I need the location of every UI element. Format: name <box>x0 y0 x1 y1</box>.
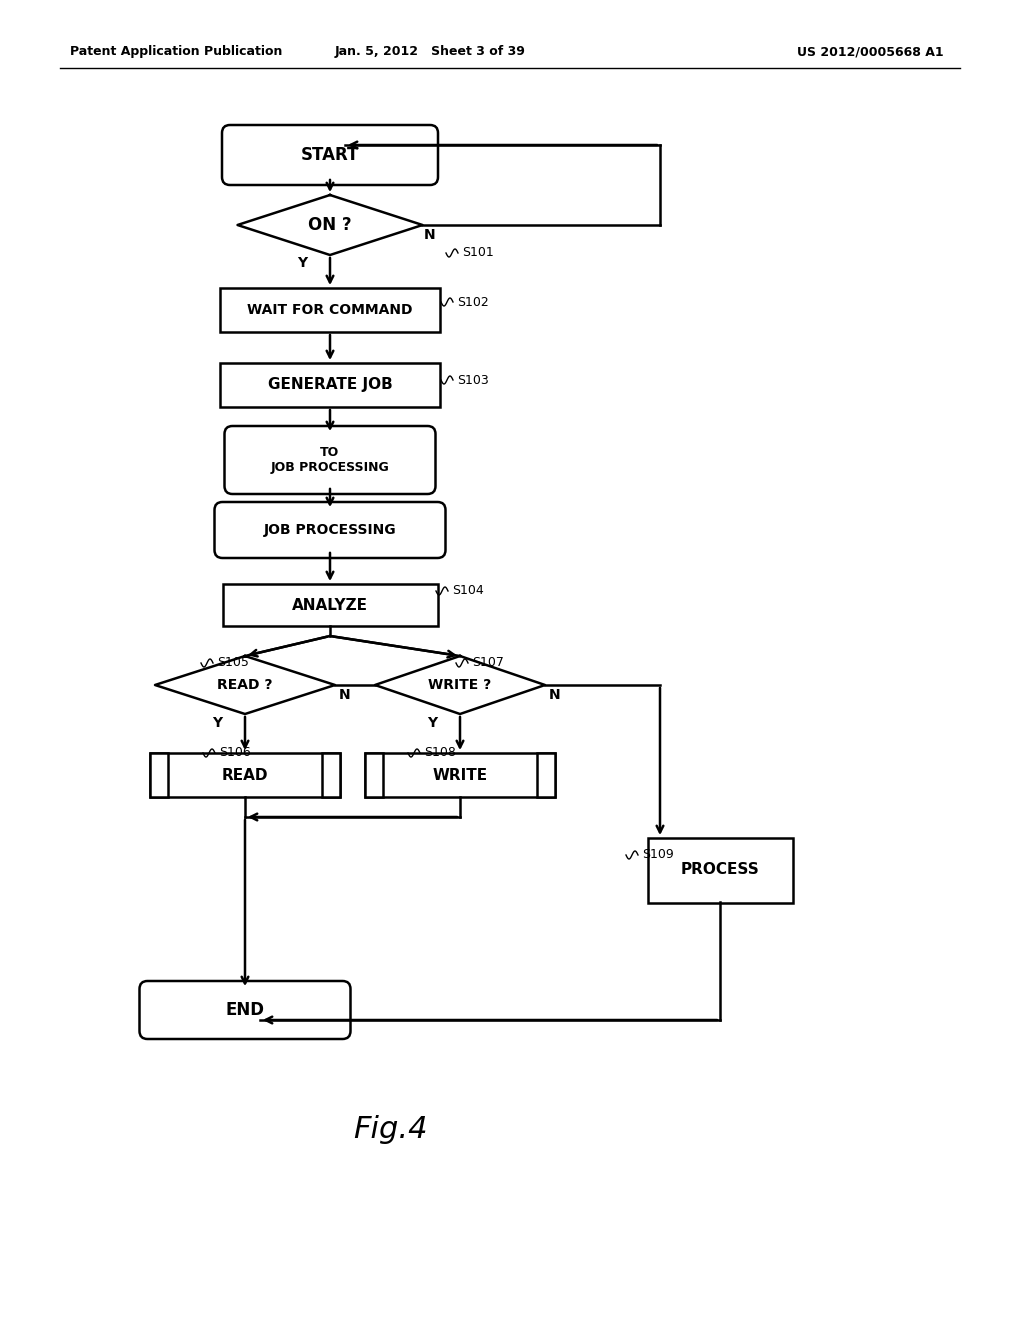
Text: Y: Y <box>297 256 307 271</box>
Bar <box>150 752 168 797</box>
Text: S109: S109 <box>642 849 674 862</box>
Text: WRITE ?: WRITE ? <box>428 678 492 692</box>
Text: TO
JOB PROCESSING: TO JOB PROCESSING <box>270 446 389 474</box>
Text: END: END <box>225 1001 264 1019</box>
Text: S107: S107 <box>472 656 504 669</box>
Bar <box>220 288 440 333</box>
Text: READ: READ <box>222 767 268 783</box>
Text: Fig.4: Fig.4 <box>352 1115 427 1144</box>
Text: S102: S102 <box>457 296 488 309</box>
Polygon shape <box>375 656 545 714</box>
Text: S108: S108 <box>424 747 456 759</box>
FancyBboxPatch shape <box>224 426 435 494</box>
Text: WRITE: WRITE <box>432 767 487 783</box>
Bar <box>220 363 440 407</box>
Text: S104: S104 <box>452 585 483 598</box>
Bar <box>365 752 383 797</box>
Polygon shape <box>155 656 335 714</box>
Text: START: START <box>301 147 359 164</box>
Text: JOB PROCESSING: JOB PROCESSING <box>264 523 396 537</box>
Bar <box>365 752 555 797</box>
Bar <box>537 752 555 797</box>
Text: Patent Application Publication: Patent Application Publication <box>70 45 283 58</box>
Text: GENERATE JOB: GENERATE JOB <box>267 378 392 392</box>
Text: Y: Y <box>427 715 437 730</box>
Bar <box>222 583 437 626</box>
Text: ANALYZE: ANALYZE <box>292 598 368 612</box>
Text: N: N <box>424 228 436 242</box>
Text: S103: S103 <box>457 374 488 387</box>
Text: US 2012/0005668 A1: US 2012/0005668 A1 <box>797 45 943 58</box>
Text: WAIT FOR COMMAND: WAIT FOR COMMAND <box>247 304 413 317</box>
Bar <box>647 837 793 903</box>
Text: N: N <box>549 688 561 702</box>
FancyBboxPatch shape <box>139 981 350 1039</box>
FancyBboxPatch shape <box>222 125 438 185</box>
Text: PROCESS: PROCESS <box>681 862 760 878</box>
Bar <box>322 752 340 797</box>
Text: N: N <box>339 688 351 702</box>
Bar <box>150 752 340 797</box>
Text: READ ?: READ ? <box>217 678 272 692</box>
FancyBboxPatch shape <box>214 502 445 558</box>
Text: S105: S105 <box>217 656 249 669</box>
Text: S106: S106 <box>219 747 251 759</box>
Text: Y: Y <box>212 715 222 730</box>
Text: S101: S101 <box>462 247 494 260</box>
Text: Jan. 5, 2012   Sheet 3 of 39: Jan. 5, 2012 Sheet 3 of 39 <box>335 45 525 58</box>
Polygon shape <box>238 195 423 255</box>
Text: ON ?: ON ? <box>308 216 352 234</box>
